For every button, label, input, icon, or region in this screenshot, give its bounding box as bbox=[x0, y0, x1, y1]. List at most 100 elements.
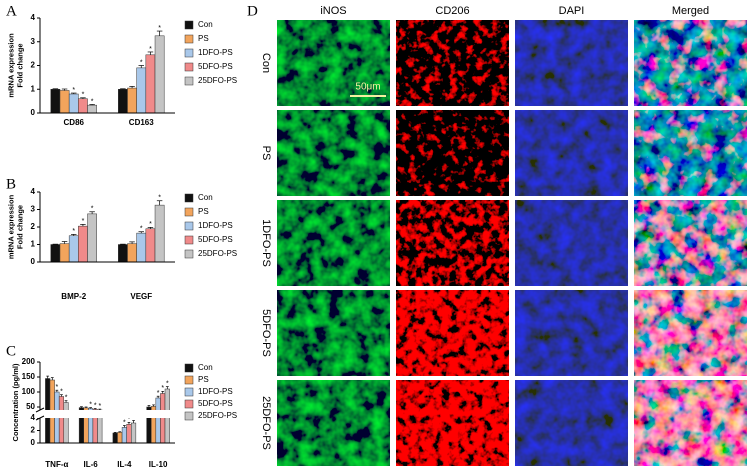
error-bar bbox=[129, 241, 135, 244]
x-tick-label: CD163 bbox=[129, 118, 154, 127]
error-bar bbox=[147, 227, 154, 229]
panel-label: C bbox=[6, 343, 16, 359]
bar bbox=[145, 54, 156, 114]
micrograph bbox=[396, 380, 509, 466]
panel-label: B bbox=[6, 176, 16, 192]
error-bar bbox=[161, 391, 165, 394]
bar bbox=[78, 225, 88, 263]
micrograph bbox=[277, 110, 390, 196]
legend-label: Con bbox=[198, 193, 213, 202]
error-bar bbox=[61, 88, 68, 91]
bar bbox=[145, 228, 156, 263]
significance-mark: * bbox=[123, 419, 126, 426]
significance-mark: * bbox=[98, 403, 101, 410]
significance-mark: * bbox=[161, 385, 164, 392]
bar bbox=[117, 432, 123, 444]
legend-swatch bbox=[184, 20, 194, 30]
legend-label: Con bbox=[198, 363, 213, 372]
y-tick-label: 100 bbox=[22, 387, 36, 396]
legend-swatch bbox=[184, 387, 194, 397]
legend-label: 5DFO-PS bbox=[198, 235, 233, 244]
y-tick-label: 3 bbox=[31, 205, 36, 214]
micrograph bbox=[396, 290, 509, 376]
legend-label: 25DFO-PS bbox=[198, 76, 237, 85]
micrograph bbox=[277, 380, 390, 466]
error-bar bbox=[113, 432, 117, 433]
column-label: CD206 bbox=[435, 5, 469, 17]
y-tick-label: 0 bbox=[31, 438, 36, 447]
significance-mark: * bbox=[91, 206, 94, 213]
legend-label: 25DFO-PS bbox=[198, 249, 237, 258]
micrograph bbox=[396, 110, 509, 196]
row-label: 1DFO-PS bbox=[260, 219, 272, 267]
error-bar bbox=[156, 30, 163, 36]
column-label: DAPI bbox=[559, 5, 585, 17]
y-axis-title: mRNA expression bbox=[6, 194, 15, 259]
bar bbox=[118, 89, 128, 114]
micrograph bbox=[515, 110, 628, 196]
significance-mark: * bbox=[89, 401, 92, 408]
legend-label: 1DFO-PS bbox=[198, 221, 233, 230]
bar bbox=[59, 243, 70, 263]
y-axis-title: Concentration (pg/ml) bbox=[11, 363, 20, 441]
micrograph bbox=[277, 20, 390, 106]
significance-mark: * bbox=[94, 402, 97, 409]
error-bar bbox=[64, 400, 68, 403]
bar bbox=[154, 204, 165, 263]
micrograph bbox=[515, 20, 628, 106]
legend-label: 5DFO-PS bbox=[198, 62, 233, 71]
y-tick-label: 0 bbox=[31, 108, 36, 117]
micrograph bbox=[634, 290, 747, 376]
row-label: 25DFO-PS bbox=[260, 396, 272, 450]
error-bar bbox=[147, 51, 154, 55]
y-tick-label: 0 bbox=[31, 257, 36, 266]
bar bbox=[131, 422, 137, 444]
error-bar bbox=[70, 92, 77, 94]
y-axis-title: Fold change bbox=[15, 43, 24, 87]
column-label: Merged bbox=[672, 5, 709, 17]
legend-swatch bbox=[184, 235, 194, 245]
y-tick-label: 3 bbox=[31, 37, 36, 46]
significance-mark: * bbox=[128, 416, 131, 423]
bar bbox=[121, 427, 127, 444]
bar bbox=[126, 424, 132, 444]
panel-label: A bbox=[6, 3, 17, 19]
bar bbox=[50, 89, 61, 114]
error-bar bbox=[129, 86, 135, 89]
micrograph bbox=[515, 200, 628, 286]
micrograph bbox=[396, 20, 509, 106]
legend-swatch bbox=[184, 207, 194, 217]
legend-swatch bbox=[184, 249, 194, 259]
legend-label: 1DFO-PS bbox=[198, 387, 233, 396]
legend-label: 1DFO-PS bbox=[198, 48, 233, 57]
significance-mark: * bbox=[72, 228, 75, 235]
y-tick-label: 1 bbox=[31, 240, 36, 249]
bar bbox=[50, 244, 61, 263]
y-axis-title: Fold change bbox=[15, 205, 24, 249]
legend-label: PS bbox=[198, 375, 209, 384]
axis-break bbox=[36, 410, 179, 418]
y-tick-label: 150 bbox=[22, 372, 36, 381]
bar bbox=[87, 104, 97, 114]
micrograph bbox=[515, 290, 628, 376]
significance-mark: * bbox=[60, 389, 63, 396]
error-bar bbox=[89, 211, 95, 214]
significance-mark: * bbox=[82, 218, 85, 225]
legend-swatch bbox=[184, 76, 194, 86]
row-label: PS bbox=[260, 146, 272, 161]
bar bbox=[78, 98, 88, 114]
significance-mark: * bbox=[140, 59, 143, 66]
legend-swatch bbox=[184, 399, 194, 409]
error-bar bbox=[55, 389, 59, 392]
micrograph bbox=[396, 200, 509, 286]
significance-mark: * bbox=[91, 98, 94, 105]
bar bbox=[136, 232, 147, 263]
micrograph bbox=[634, 110, 747, 196]
x-tick-label: VEGF bbox=[130, 292, 152, 301]
y-tick-label: 2 bbox=[31, 61, 36, 70]
legend-label: 25DFO-PS bbox=[198, 411, 237, 420]
error-bar bbox=[147, 405, 151, 407]
error-bar bbox=[70, 234, 77, 236]
error-bar bbox=[127, 422, 131, 425]
